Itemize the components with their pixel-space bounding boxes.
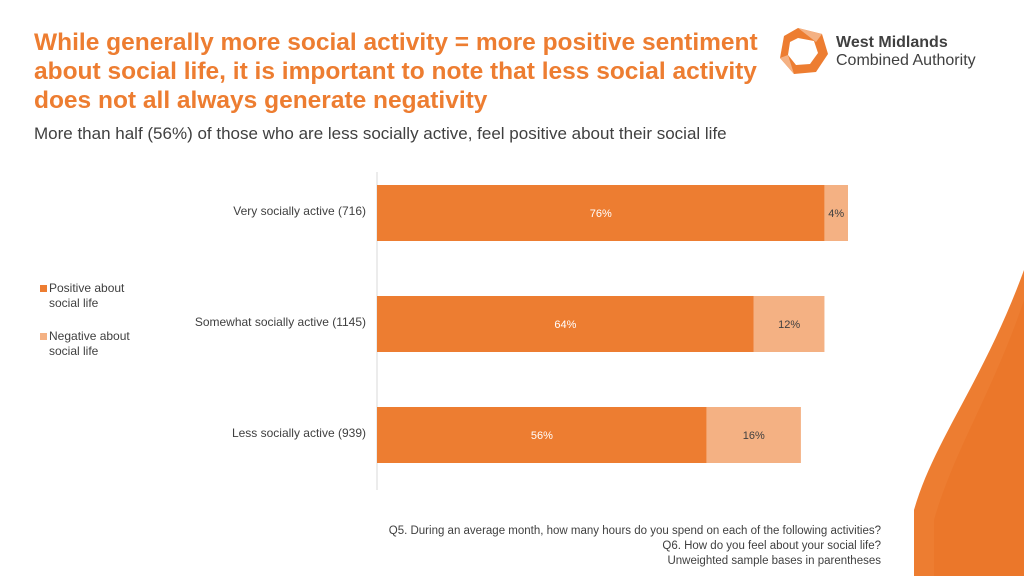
data-label-negative: 16% <box>743 430 765 442</box>
corner-decoration <box>914 270 1024 576</box>
legend-swatch-positive <box>40 285 47 292</box>
legend-item-positive: Positive about social life <box>40 281 160 311</box>
logo-line2: Combined Authority <box>836 52 976 69</box>
wmca-logo: West Midlands Combined Authority <box>776 26 1006 78</box>
footnotes: Q5. During an average month, how many ho… <box>389 524 881 569</box>
logo-line1: West Midlands <box>836 34 948 51</box>
data-label-positive: 76% <box>590 208 612 220</box>
bar-negative <box>753 296 825 352</box>
legend-label-negative: Negative about social life <box>49 329 130 358</box>
page-subtitle: More than half (56%) of those who are le… <box>34 124 727 143</box>
chart-legend: Positive about social life Negative abou… <box>40 281 160 377</box>
data-label-negative: 4% <box>828 208 844 220</box>
bar-negative <box>706 407 801 463</box>
category-label: Very socially active (716) <box>233 204 366 218</box>
category-label: Less socially active (939) <box>232 426 366 440</box>
footnote-q5: Q5. During an average month, how many ho… <box>388 525 881 537</box>
wmca-logo-icon <box>780 28 828 74</box>
data-label-positive: 64% <box>554 319 576 331</box>
footnote-bases: Unweighted sample bases in parentheses <box>667 555 881 567</box>
footnote-q6: Q6. How do you feel about your social li… <box>662 540 881 552</box>
legend-label-positive: Positive about social life <box>49 281 125 310</box>
bar-positive <box>377 185 825 241</box>
bar-positive <box>377 296 754 352</box>
page-title: While generally more social activity = m… <box>34 29 758 114</box>
data-label-negative: 12% <box>778 319 800 331</box>
bar-positive <box>377 407 707 463</box>
legend-swatch-negative <box>40 333 47 340</box>
legend-item-negative: Negative about social life <box>40 329 160 359</box>
data-label-positive: 56% <box>531 430 553 442</box>
bar-negative <box>824 185 848 241</box>
category-label: Somewhat socially active (1145) <box>195 315 366 329</box>
